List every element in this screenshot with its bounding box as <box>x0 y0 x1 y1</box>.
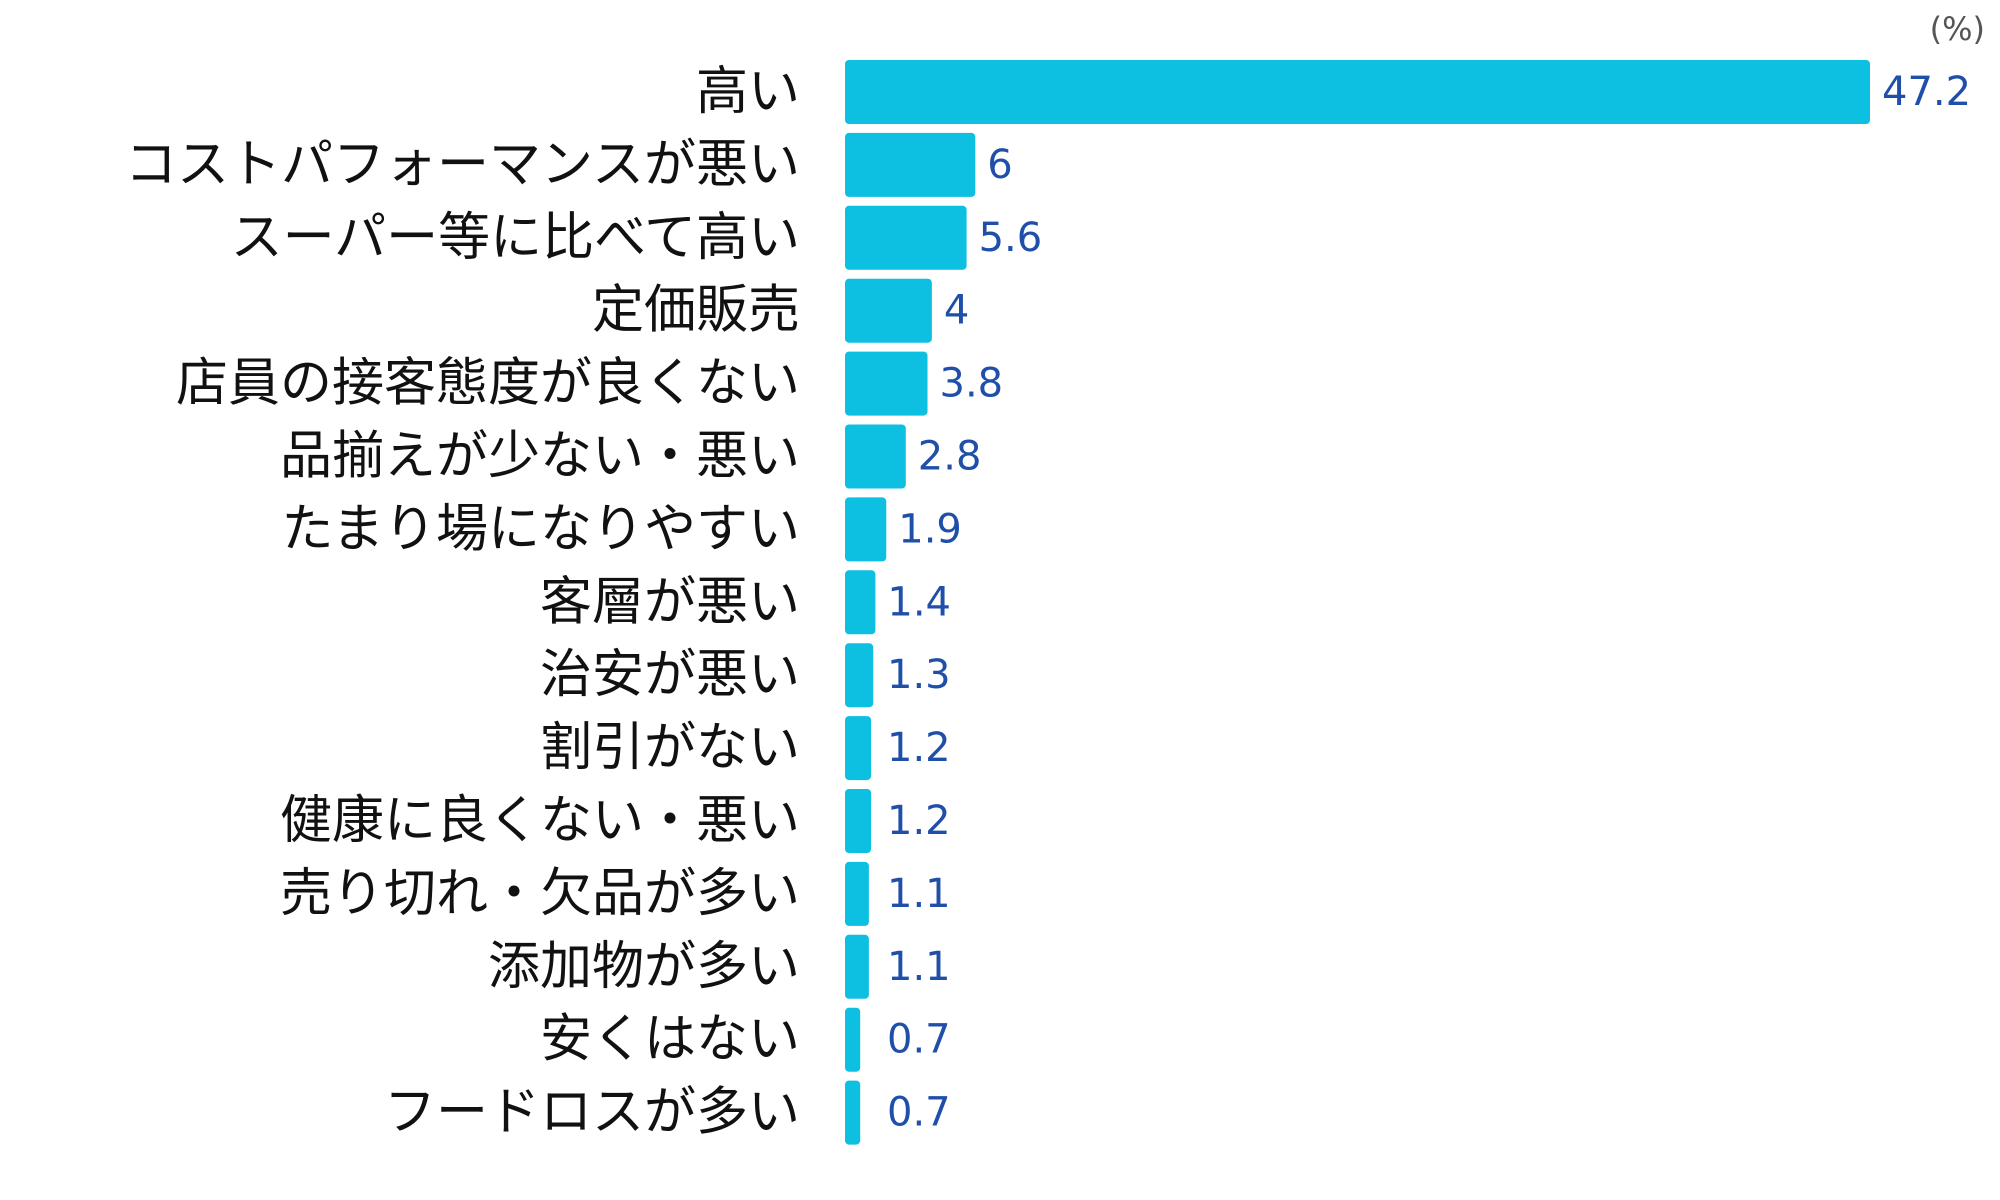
bar <box>845 934 869 999</box>
category-label: フードロスが多い <box>384 1083 800 1143</box>
bar <box>845 1007 861 1072</box>
bar <box>845 789 872 853</box>
value-label: 47.2 <box>1882 69 1971 115</box>
bar <box>845 643 874 708</box>
category-label: 売り切れ・欠品が多い <box>280 864 800 924</box>
category-label: 高い <box>696 62 800 122</box>
value-label: 1.2 <box>887 798 951 844</box>
bar <box>845 60 1870 124</box>
bars-group: 高い 47.2 コストパフォーマンスが悪い 6 スーパー等に比べて高い 5.6 定価販売 4 店… <box>125 60 1971 1145</box>
value-label: 0.7 <box>887 1017 951 1063</box>
category-label: 客層が悪い <box>540 572 800 632</box>
value-label: 1.1 <box>887 871 951 917</box>
bar <box>845 351 928 416</box>
category-label: 店員の接客態度が良くない <box>176 354 800 414</box>
bar <box>845 278 932 343</box>
value-label: 1.9 <box>898 506 962 552</box>
category-label: 割引がない <box>540 718 800 778</box>
bar <box>845 861 869 926</box>
category-label: スーパー等に比べて高い <box>231 208 800 268</box>
value-label: 4 <box>944 288 969 334</box>
value-label: 2.8 <box>918 434 982 480</box>
category-label: たまり場になりやすい <box>282 499 800 559</box>
category-label: 健康に良くない・悪い <box>280 791 800 851</box>
value-label: 1.2 <box>887 725 951 771</box>
value-label: 5.6 <box>979 215 1043 261</box>
bar <box>845 570 876 635</box>
unit-label: (%) <box>1930 10 1985 48</box>
value-label: 1.3 <box>887 652 951 698</box>
value-label: 1.4 <box>887 579 951 625</box>
value-label: 0.7 <box>887 1090 951 1136</box>
value-label: 1.1 <box>887 944 951 990</box>
bar <box>845 1080 861 1145</box>
category-label: 品揃えが少ない・悪い <box>280 427 800 487</box>
bar <box>845 132 976 197</box>
bar <box>845 424 906 489</box>
bar <box>845 205 967 270</box>
bar <box>845 716 872 781</box>
bar <box>845 497 887 562</box>
category-label: コストパフォーマンスが悪い <box>125 135 800 195</box>
category-label: 定価販売 <box>592 281 800 341</box>
value-label: 3.8 <box>940 361 1004 407</box>
value-label: 6 <box>987 142 1012 188</box>
category-label: 安くはない <box>540 1010 800 1070</box>
category-label: 添加物が多い <box>488 937 800 997</box>
category-label: 治安が悪い <box>540 645 800 705</box>
